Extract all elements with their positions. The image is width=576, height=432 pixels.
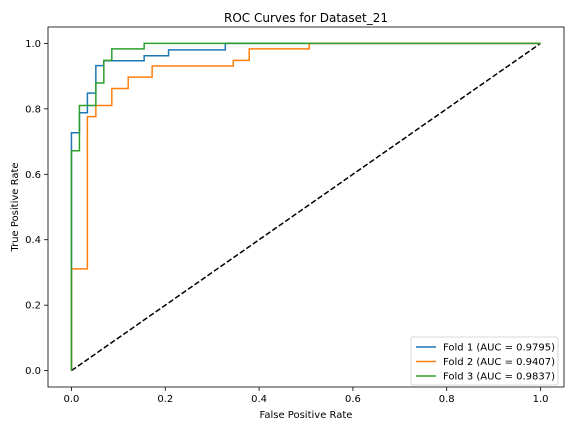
roc-line-fold-2	[70, 42, 541, 371]
y-tick-label: 0.6	[25, 170, 41, 181]
y-tick-label: 0.4	[25, 235, 41, 246]
y-axis-label: True Positive Rate	[10, 162, 21, 252]
y-tick-label: 0.2	[25, 301, 41, 312]
chart-title: ROC Curves for Dataset_21	[224, 11, 388, 25]
legend-box	[410, 336, 559, 386]
roc-line-fold-3	[70, 42, 541, 371]
x-tick-label: 1.0	[533, 394, 549, 405]
x-tick-label: 0.4	[251, 394, 267, 405]
legend-label: Fold 3 (AUC = 0.9837)	[443, 372, 555, 383]
plot-area	[47, 26, 565, 388]
y-tick-label: 0.0	[25, 366, 41, 377]
legend-label: Fold 2 (AUC = 0.9407)	[443, 357, 555, 368]
roc-line-fold-1	[70, 42, 541, 371]
x-tick-label: 0.6	[345, 394, 361, 405]
x-tick-label: 0.8	[439, 394, 455, 405]
legend-label: Fold 1 (AUC = 0.9795)	[443, 343, 555, 354]
reference-diagonal-line	[71, 42, 541, 372]
y-tick-label: 1.0	[25, 39, 41, 50]
x-axis-label: False Positive Rate	[260, 410, 353, 421]
y-tick-label: 0.8	[25, 104, 41, 115]
legend: Fold 1 (AUC = 0.9795) Fold 2 (AUC = 0.940…	[410, 336, 559, 386]
x-tick-label: 0.0	[64, 394, 80, 405]
series-layer	[70, 42, 541, 372]
x-axis: 0.0 0.2 0.4 0.6 0.8 1.0	[64, 387, 549, 405]
x-tick-label: 0.2	[157, 394, 173, 405]
y-axis: 0.0 0.2 0.4 0.6 0.8 1.0	[25, 39, 48, 377]
